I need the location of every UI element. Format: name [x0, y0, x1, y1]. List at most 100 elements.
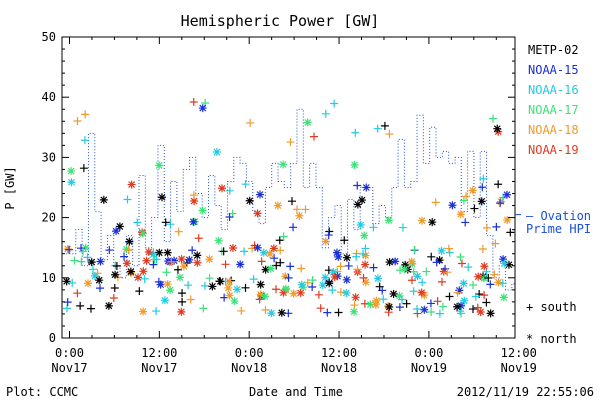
south-point — [444, 244, 453, 253]
south-point — [219, 247, 228, 256]
north-point — [87, 258, 96, 267]
south-point — [297, 264, 306, 273]
south-point — [486, 280, 495, 289]
south-point — [194, 234, 203, 243]
north-point — [156, 280, 165, 289]
x-tick-label-time: 12:00 — [501, 346, 537, 360]
north-point — [62, 277, 71, 286]
south-point — [308, 283, 317, 292]
north-point — [273, 201, 282, 210]
south-point — [80, 136, 89, 145]
south-point — [375, 282, 384, 291]
north-point — [259, 248, 268, 257]
south-point — [396, 266, 405, 275]
south-point — [174, 227, 183, 236]
south-point — [120, 252, 129, 261]
north-point — [179, 262, 188, 271]
north-point — [142, 256, 151, 265]
north-point — [321, 237, 330, 246]
legend-ovation-label: — Ovation — [526, 209, 591, 223]
north-point — [256, 280, 265, 289]
north-point — [499, 293, 508, 302]
north-point — [175, 273, 184, 282]
north-point — [420, 305, 429, 314]
north-point — [303, 118, 312, 127]
north-point — [225, 291, 234, 300]
north-point — [163, 248, 172, 257]
north-point — [139, 267, 148, 276]
north-point — [281, 284, 290, 293]
south-point — [336, 288, 345, 297]
north-point — [407, 257, 416, 266]
south-point — [63, 298, 72, 307]
south-point — [162, 268, 171, 277]
legend-entry: NOAA-18 — [528, 123, 579, 137]
south-point — [494, 180, 503, 189]
north-point — [212, 148, 221, 157]
south-point — [490, 270, 499, 279]
north-point — [104, 301, 113, 310]
south-point — [402, 299, 411, 308]
south-point — [73, 117, 82, 126]
south-point — [491, 239, 500, 248]
south-point — [186, 295, 195, 304]
north-point — [230, 297, 239, 306]
south-point — [443, 268, 452, 277]
south-point — [498, 279, 507, 288]
south-point — [409, 267, 418, 276]
south-point — [237, 306, 246, 315]
south-point — [459, 196, 468, 205]
north-point — [157, 193, 166, 202]
south-point — [154, 277, 163, 286]
south-point — [133, 218, 142, 227]
south-point — [330, 99, 339, 108]
north-point — [456, 210, 465, 219]
north-point — [358, 196, 367, 205]
south-point — [334, 308, 343, 317]
south-point — [426, 299, 435, 308]
south-point — [427, 252, 436, 261]
y-tick-label: 0 — [49, 331, 56, 345]
north-point — [63, 244, 72, 253]
south-point — [123, 195, 132, 204]
south-point — [482, 298, 491, 307]
north-point — [460, 296, 469, 305]
north-point — [266, 264, 275, 273]
south-point — [373, 124, 382, 133]
south-point — [205, 274, 214, 283]
north-point — [504, 260, 513, 269]
north-point — [289, 289, 298, 298]
north-point — [217, 184, 226, 193]
south-point — [270, 254, 279, 263]
south-point — [284, 273, 293, 282]
south-point — [110, 284, 119, 293]
south-point — [431, 198, 440, 207]
north-point — [362, 183, 371, 192]
south-point — [70, 256, 79, 265]
south-point — [279, 232, 288, 241]
south-point — [65, 245, 74, 254]
north-point — [325, 279, 334, 288]
south-point — [384, 308, 393, 317]
south-point — [470, 204, 479, 213]
south-point — [109, 293, 118, 302]
south-point — [433, 297, 442, 306]
north-point — [400, 265, 409, 274]
north-point — [155, 161, 164, 170]
north-point — [349, 307, 358, 316]
plot-timestamp: 2012/11/19 22:55:06 — [457, 385, 594, 399]
south-point — [369, 223, 378, 232]
north-point — [149, 250, 158, 259]
south-point — [456, 253, 465, 262]
south-point — [140, 274, 149, 283]
north-point — [83, 279, 92, 288]
south-point — [397, 295, 406, 304]
south-point — [79, 164, 88, 173]
north-point — [503, 215, 512, 224]
north-point — [389, 289, 398, 298]
north-point — [193, 258, 202, 267]
south-point — [462, 192, 471, 201]
south-point — [353, 265, 362, 274]
north-point — [500, 259, 509, 268]
south-point — [166, 220, 175, 229]
